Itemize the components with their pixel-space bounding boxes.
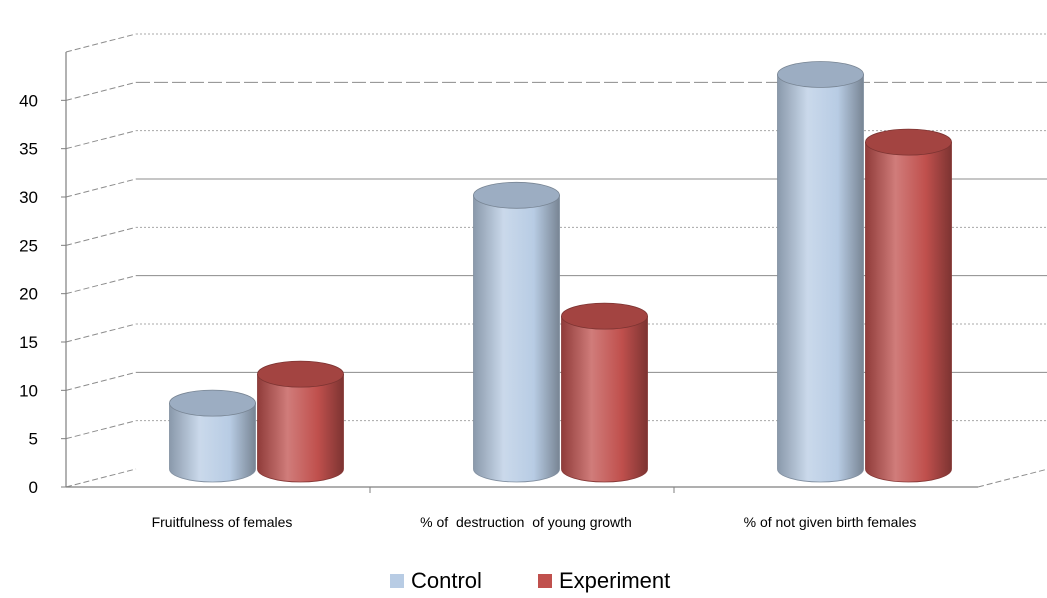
bar-control-2 — [777, 61, 864, 483]
bar-top — [257, 360, 344, 388]
x-category-label: % of destruction of young growth — [420, 514, 632, 530]
y-tick-label: 25 — [19, 236, 38, 255]
side-gridline — [65, 275, 137, 295]
bar-top — [169, 389, 256, 417]
y-tick-label: 10 — [19, 381, 38, 400]
y-tick-labels: 0 5 10 15 20 25 30 35 40 — [19, 91, 38, 497]
y-tick-label: 30 — [19, 188, 38, 207]
bar-top — [777, 61, 864, 88]
side-gridline — [65, 468, 137, 488]
bar-control-0 — [169, 389, 256, 483]
legend-label-control: Control — [411, 568, 482, 593]
x-category-label: Fruitfulness of females — [152, 514, 293, 530]
bar-top — [561, 302, 648, 330]
side-gridline — [65, 130, 137, 150]
y-tick-label: 0 — [29, 478, 38, 497]
y-tick-label: 15 — [19, 333, 38, 352]
bar-experiment-2 — [865, 128, 952, 483]
bar-control-1 — [473, 181, 560, 483]
legend-swatch-control — [390, 574, 404, 588]
side-gridline — [65, 81, 137, 101]
y-tick-label: 20 — [19, 285, 38, 304]
side-gridline — [65, 420, 137, 440]
side-gridline — [65, 323, 137, 343]
x-category-labels: Fruitfulness of females % of destruction … — [152, 514, 917, 530]
y-tick-label: 40 — [19, 91, 38, 110]
axes — [61, 52, 978, 493]
bar-top — [473, 181, 560, 209]
y-tick-label: 5 — [29, 430, 38, 449]
legend: Control Experiment — [390, 568, 670, 593]
bar-top — [865, 128, 952, 156]
x-category-label: % of not given birth females — [744, 514, 917, 530]
side-gridline — [65, 33, 137, 53]
legend-label-experiment: Experiment — [559, 568, 670, 593]
side-gridline — [65, 226, 137, 246]
bar-experiment-1 — [561, 302, 648, 483]
bar-experiment-0 — [257, 360, 344, 483]
side-gridline — [65, 178, 137, 198]
legend-swatch-experiment — [538, 574, 552, 588]
side-gridline — [65, 371, 137, 391]
y-tick-label: 35 — [19, 140, 38, 159]
bars — [169, 61, 952, 483]
